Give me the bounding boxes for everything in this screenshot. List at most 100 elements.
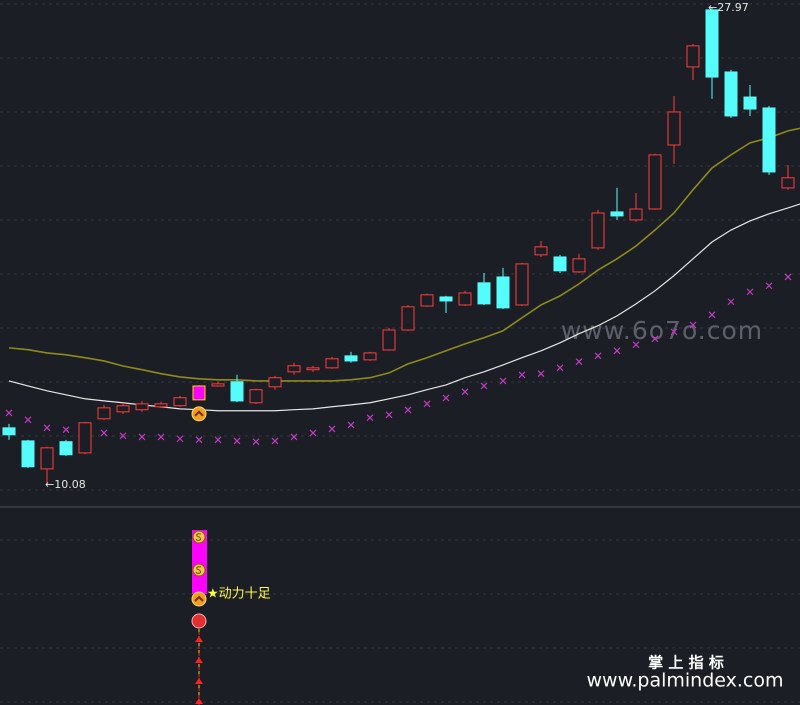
candle-body bbox=[382, 329, 396, 351]
candle-body bbox=[781, 177, 795, 189]
sar-point bbox=[290, 433, 298, 441]
sar-point bbox=[556, 364, 564, 372]
sar-point bbox=[518, 371, 526, 379]
footer-title: 掌 上 指 标 bbox=[648, 654, 724, 672]
candle-body bbox=[705, 9, 719, 78]
moving-average-line bbox=[8, 127, 800, 382]
sar-point bbox=[404, 406, 412, 414]
candle-body bbox=[458, 292, 472, 306]
signal-arrow bbox=[195, 698, 203, 704]
sar-point bbox=[252, 438, 260, 446]
sar-point bbox=[100, 429, 108, 437]
signal-bar bbox=[192, 530, 207, 594]
candle-body bbox=[116, 405, 130, 413]
sar-point bbox=[575, 358, 583, 366]
sar-point bbox=[43, 424, 51, 432]
candle-body bbox=[211, 383, 225, 387]
candle-body bbox=[686, 45, 700, 68]
sar-point bbox=[328, 425, 336, 433]
candle-body bbox=[230, 381, 244, 402]
candle-body bbox=[667, 111, 681, 146]
candle-body bbox=[344, 355, 358, 362]
candle-body bbox=[325, 358, 339, 369]
candle-body bbox=[762, 107, 776, 173]
sar-point bbox=[594, 352, 602, 360]
sar-point bbox=[5, 409, 13, 417]
sar-point bbox=[537, 370, 545, 378]
candle-body bbox=[515, 263, 529, 306]
sar-point bbox=[442, 394, 450, 402]
candle-body bbox=[477, 282, 491, 305]
candle-body bbox=[591, 212, 605, 249]
signal-icon bbox=[191, 406, 207, 422]
candle-body bbox=[287, 365, 301, 373]
sar-point bbox=[689, 321, 697, 329]
signal-icon bbox=[191, 613, 207, 629]
sar-point bbox=[784, 273, 792, 281]
sar-point bbox=[62, 426, 70, 434]
candle-body bbox=[439, 296, 453, 302]
sar-point bbox=[366, 414, 374, 422]
sar-point bbox=[195, 436, 203, 444]
sar-point bbox=[347, 421, 355, 429]
candle-body bbox=[268, 377, 282, 388]
signal-icon bbox=[191, 591, 207, 607]
sar-point bbox=[157, 433, 165, 441]
candle-body bbox=[173, 397, 187, 407]
watermark: www.6o7o.com bbox=[561, 316, 763, 345]
sar-point bbox=[651, 335, 659, 343]
sar-point bbox=[24, 416, 32, 424]
min-label: ←10.08 bbox=[45, 478, 86, 491]
candle-body bbox=[648, 154, 662, 210]
sar-point bbox=[727, 298, 735, 306]
signal-icon bbox=[194, 595, 204, 602]
coin-icon bbox=[195, 566, 202, 574]
max-label: ←27.97 bbox=[708, 1, 749, 14]
sar-point bbox=[214, 436, 222, 444]
signal-arrow bbox=[195, 657, 203, 663]
candle-body bbox=[154, 403, 168, 408]
sar-point bbox=[176, 435, 184, 443]
candle-body bbox=[40, 447, 54, 470]
candle-body bbox=[2, 427, 16, 436]
candle-body bbox=[97, 407, 111, 420]
sar-point bbox=[670, 328, 678, 336]
footer-url: www.palmindex.com bbox=[586, 670, 783, 692]
candle-body bbox=[534, 246, 548, 256]
sar-point bbox=[499, 377, 507, 385]
sar-point bbox=[138, 433, 146, 441]
candle-body bbox=[743, 96, 757, 110]
candle-body bbox=[135, 403, 149, 411]
candle-body bbox=[724, 71, 738, 117]
sar-point bbox=[632, 341, 640, 349]
signal-text: ★动力十足 bbox=[207, 587, 271, 602]
candle-body bbox=[496, 276, 510, 309]
sar-point bbox=[271, 437, 279, 445]
candle-body bbox=[401, 306, 415, 331]
candle-body bbox=[572, 258, 586, 273]
signal-icon bbox=[194, 410, 204, 417]
sar-point bbox=[746, 288, 754, 296]
sar-point bbox=[309, 429, 317, 437]
sar-point bbox=[480, 382, 488, 390]
candle-body bbox=[420, 294, 434, 307]
sar-point bbox=[613, 347, 621, 355]
sar-point bbox=[423, 400, 431, 408]
signal-arrow bbox=[195, 678, 203, 684]
candle-body bbox=[249, 389, 263, 404]
candle-body bbox=[192, 385, 206, 401]
candle-body bbox=[363, 352, 377, 361]
candle-body bbox=[59, 441, 73, 456]
candle-body bbox=[610, 211, 624, 217]
signal-arrow bbox=[195, 636, 203, 642]
candle-body bbox=[21, 440, 35, 468]
candle-body bbox=[629, 208, 643, 221]
sar-point bbox=[708, 311, 716, 319]
sar-point bbox=[461, 388, 469, 396]
sar-point bbox=[233, 437, 241, 445]
sar-point bbox=[765, 282, 773, 290]
candle-body bbox=[306, 367, 320, 371]
